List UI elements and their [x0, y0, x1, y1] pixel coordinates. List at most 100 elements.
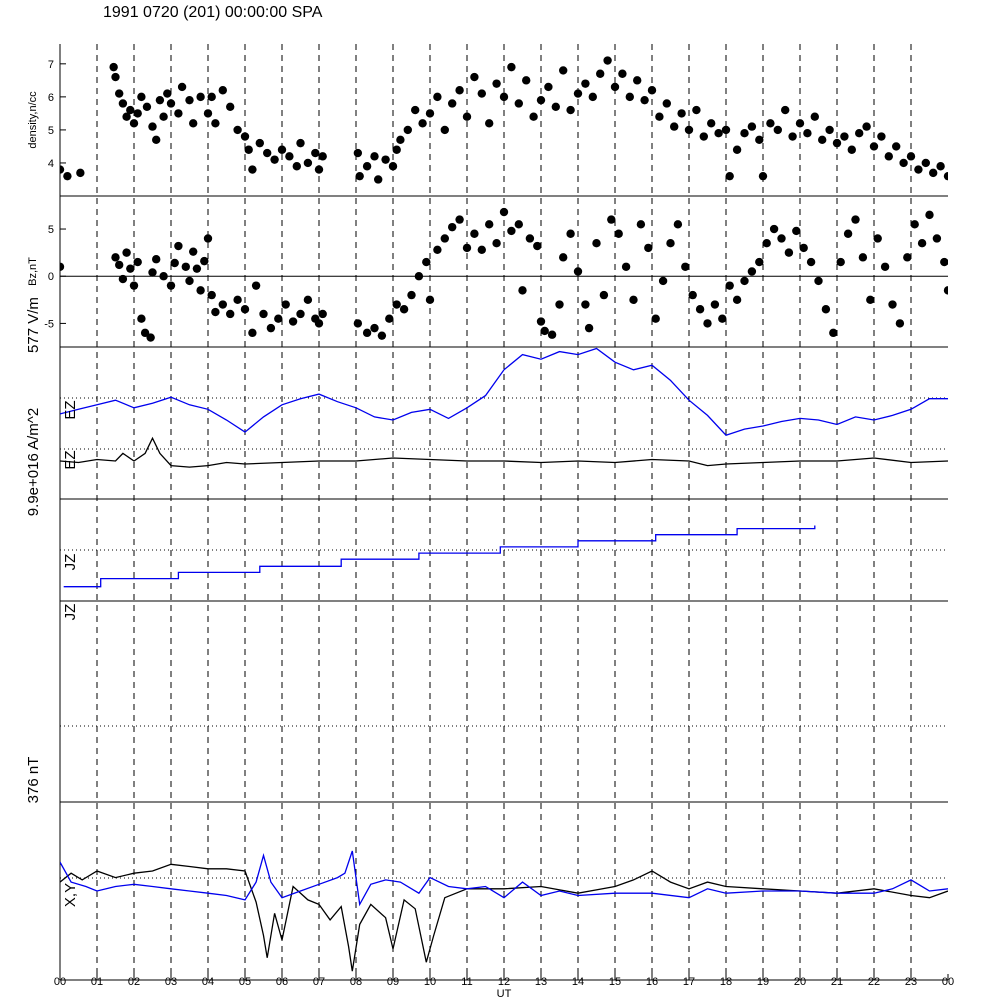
bz-point [792, 226, 801, 236]
bz-point [240, 305, 250, 314]
bz-point [573, 267, 583, 276]
density-point [610, 82, 620, 92]
density-point [936, 162, 945, 171]
bz-point [152, 255, 161, 264]
bz-point [644, 243, 653, 253]
x-tick-label: 03 [165, 976, 177, 988]
density-point [662, 99, 671, 108]
bz-point [281, 300, 290, 309]
density-point [747, 122, 757, 131]
xy-scale-label: 376 nT [25, 757, 42, 804]
bz-point [399, 305, 409, 314]
bz-point [880, 262, 890, 271]
density-point [311, 148, 320, 158]
ez-ylabel: EZ [62, 450, 79, 469]
bz-point [166, 281, 176, 290]
bz-point [492, 238, 501, 248]
density-point [392, 145, 401, 154]
density-point [855, 129, 864, 138]
bz-point [266, 323, 276, 333]
density-point [148, 122, 157, 131]
bz-point [940, 257, 948, 267]
bz-point [159, 272, 168, 281]
density-point [566, 105, 575, 115]
jz-ylabel: JZ [62, 554, 79, 571]
bz-point [218, 300, 227, 309]
density-point [285, 152, 294, 161]
y-tick-label: 5 [48, 224, 54, 236]
x-tick-label: 06 [276, 976, 288, 988]
x-tick-label: 09 [387, 976, 399, 988]
bz-point [288, 317, 298, 326]
bz-point [259, 309, 268, 319]
bz-point [858, 253, 868, 262]
bz-point [203, 234, 213, 243]
bz-point [888, 300, 897, 309]
x-tick-label: 23 [905, 976, 917, 988]
bz-point [710, 300, 720, 309]
density-point [507, 62, 516, 72]
bz-point [477, 245, 486, 254]
density-point [296, 138, 305, 148]
x-tick-label: 05 [239, 976, 251, 988]
x-tick-label: 12 [498, 976, 510, 988]
bz-point [200, 256, 209, 266]
bz-point [303, 295, 313, 305]
bz-point [547, 330, 557, 339]
density-point [522, 76, 531, 85]
x-tick-label: 11 [461, 976, 472, 988]
density-point [470, 72, 479, 82]
x-tick-label: 14 [572, 976, 584, 988]
bz-point [133, 257, 142, 267]
density-point [670, 122, 679, 131]
bz-point [137, 314, 146, 323]
bz-point [903, 253, 912, 262]
density-point [418, 119, 427, 128]
density-point [732, 145, 742, 154]
density-point [448, 99, 457, 108]
bz-point [248, 328, 257, 338]
density-point [633, 76, 642, 85]
bz-point [806, 257, 816, 267]
density-point [126, 105, 135, 115]
density-point [109, 62, 118, 72]
x-tick-label: 00 [54, 976, 66, 988]
bz-point [599, 290, 609, 300]
density-point [699, 132, 708, 141]
density-point [781, 105, 790, 115]
bz-point [799, 243, 808, 253]
bz-point [122, 248, 131, 257]
density-point [536, 95, 546, 105]
bz-point [917, 238, 927, 248]
density-point [207, 92, 216, 102]
bz-point [755, 257, 764, 267]
bz-point [943, 286, 948, 295]
density-point [795, 119, 805, 128]
density-point [803, 129, 812, 138]
density-point [122, 112, 131, 121]
density-point [529, 112, 538, 121]
ez-series-blue [60, 347, 948, 436]
x-tick-label: 22 [868, 976, 880, 988]
density-point [185, 95, 194, 105]
density-point [862, 122, 871, 131]
density-point [133, 109, 142, 118]
bz-point [725, 281, 734, 290]
x-tick-label: 07 [313, 976, 325, 988]
y-tick-label: 5 [48, 125, 54, 137]
density-point [76, 168, 85, 178]
density-point [196, 92, 205, 102]
bz-point [111, 253, 120, 262]
density-point [906, 152, 916, 161]
bz-point [318, 309, 327, 319]
bz-point [507, 226, 516, 236]
bz-point [115, 260, 124, 270]
bz-point [207, 290, 216, 300]
bz-point [499, 207, 509, 217]
bz-point [196, 286, 205, 295]
x-axis-label: UT [497, 988, 512, 1000]
bz-point [784, 248, 794, 257]
density-point [374, 175, 383, 184]
density-point [477, 89, 486, 98]
density-point [603, 56, 612, 65]
